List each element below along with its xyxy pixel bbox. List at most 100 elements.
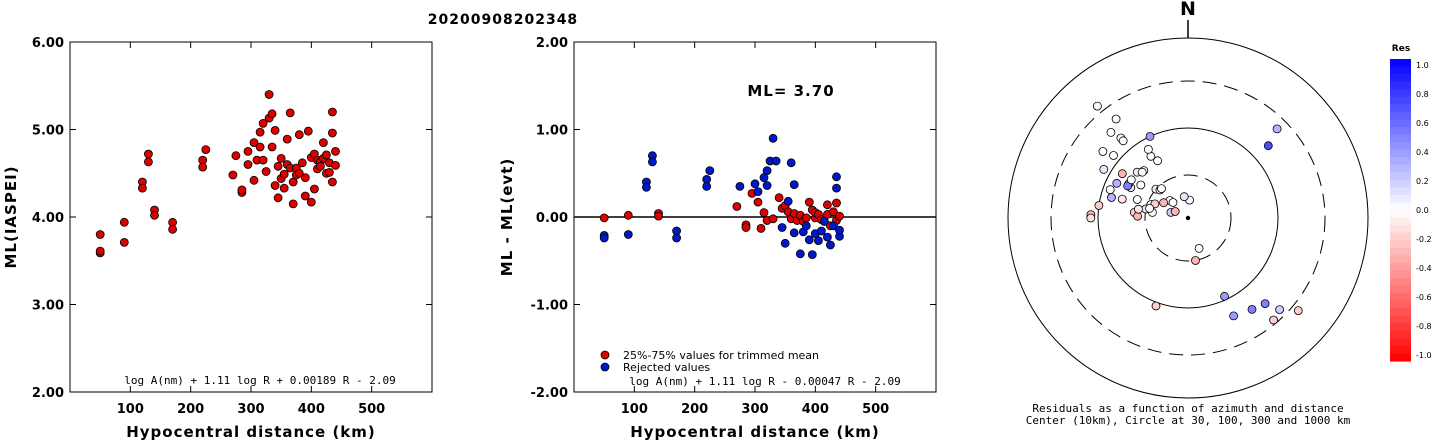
colorbar-segment — [1390, 172, 1411, 181]
data-point — [801, 213, 811, 223]
data-point — [835, 211, 844, 221]
colorbar-segment — [1390, 277, 1411, 287]
legend-label-rejected: Rejected values — [623, 361, 710, 374]
y-tick-label: -1.00 — [531, 299, 568, 314]
data-point — [267, 142, 277, 152]
colorbar-segment — [1390, 338, 1411, 347]
data-point — [306, 197, 316, 207]
colorbar-segment — [1390, 81, 1411, 90]
data-point — [237, 185, 247, 195]
figure-title: 20200908202348 — [428, 12, 578, 28]
data-point — [231, 151, 241, 161]
caption-line-2: Center (10km), Circle at 30, 100, 300 an… — [1026, 414, 1351, 427]
x-tick-label: 300 — [237, 402, 264, 417]
colorbar-segment — [1390, 96, 1411, 105]
distance-ring — [1007, 37, 1369, 399]
data-point — [807, 250, 817, 260]
colorbar-segment — [1390, 164, 1411, 173]
residual-point — [1112, 178, 1122, 188]
data-point — [804, 235, 814, 245]
residual-point — [1191, 256, 1200, 265]
data-point — [267, 109, 277, 119]
data-point — [786, 158, 796, 168]
residual-point — [1145, 131, 1155, 141]
data-point — [261, 167, 271, 176]
data-point — [705, 166, 715, 176]
data-point — [315, 161, 325, 171]
data-point — [783, 196, 793, 206]
residual-point — [1293, 306, 1303, 316]
data-point — [258, 119, 268, 128]
colorbar-segment — [1390, 74, 1411, 83]
colorbar-segment — [1390, 247, 1411, 256]
colorbar-segment — [1390, 262, 1411, 271]
y-tick-label: 6.00 — [32, 36, 64, 51]
data-point — [826, 240, 835, 250]
data-point — [735, 181, 745, 191]
data-point — [297, 158, 307, 168]
y-tick-label: 5.00 — [32, 124, 64, 139]
colorbar-segment — [1390, 330, 1411, 339]
colorbar-tick-label: -1.0 — [1416, 351, 1432, 360]
data-point — [273, 193, 283, 203]
colorbar-tick-label: 0.4 — [1416, 148, 1429, 157]
data-point — [741, 223, 751, 232]
data-point — [768, 133, 778, 143]
colorbar-segment — [1390, 104, 1411, 113]
colorbar-segment — [1390, 126, 1411, 136]
data-point — [143, 149, 153, 159]
data-point — [249, 175, 259, 185]
data-point — [771, 156, 781, 166]
residual-point — [1194, 243, 1204, 253]
data-point — [273, 161, 283, 171]
colorbar-title: Res — [1392, 44, 1410, 54]
y-axis-label: ML - ML(evt) — [498, 158, 516, 276]
colorbar-segment — [1390, 194, 1411, 204]
colorbar-segment — [1390, 285, 1411, 294]
residual-point — [1269, 315, 1278, 325]
data-point — [820, 216, 829, 226]
y-tick-label: 4.00 — [32, 211, 64, 226]
data-points — [95, 90, 340, 258]
x-tick-label: 500 — [358, 402, 385, 417]
residual-point — [1247, 304, 1257, 314]
data-point — [300, 191, 310, 201]
magnitude-vs-distance-panel: ML(IASPEI) Hypocentral distance (km) log… — [2, 36, 433, 441]
data-point — [702, 181, 712, 191]
y-tick-label: 2.00 — [32, 386, 64, 401]
data-point — [823, 232, 832, 242]
data-point — [255, 127, 265, 137]
colorbar-segment — [1390, 293, 1411, 302]
x-tick-label: 400 — [298, 402, 325, 417]
data-point — [150, 210, 159, 220]
data-point — [753, 187, 763, 197]
y-tick-label: 1.00 — [536, 124, 568, 139]
residual-point — [1109, 151, 1118, 160]
residual-point — [1098, 147, 1108, 156]
residual-point — [1220, 291, 1229, 301]
data-point — [285, 108, 295, 118]
colorbar-tick-label: -0.2 — [1416, 235, 1432, 244]
colorbar-segment — [1390, 345, 1411, 355]
x-tick-label: 300 — [741, 402, 768, 417]
colorbar-segment — [1390, 59, 1411, 68]
data-point — [814, 236, 823, 246]
colorbar-segment — [1390, 89, 1411, 98]
data-point — [750, 179, 760, 189]
data-point — [732, 202, 742, 211]
data-point — [623, 230, 633, 239]
data-point — [327, 177, 337, 187]
data-point — [753, 197, 763, 207]
colorbar-segment — [1390, 315, 1411, 324]
colorbar-tick-label: -0.6 — [1416, 293, 1432, 302]
x-tick-label: 500 — [862, 402, 889, 417]
data-point — [774, 193, 784, 203]
colorbar-tick-label: 1.0 — [1416, 61, 1429, 70]
data-point — [168, 224, 178, 234]
data-point — [642, 182, 651, 192]
tick-group: -2.00 -1.00 0.00 1.00 2.00 100 200 300 400 500 — [531, 36, 936, 417]
data-point — [832, 183, 841, 193]
residual-point — [1170, 207, 1180, 216]
data-point — [243, 146, 253, 156]
residual-point — [1126, 175, 1136, 185]
